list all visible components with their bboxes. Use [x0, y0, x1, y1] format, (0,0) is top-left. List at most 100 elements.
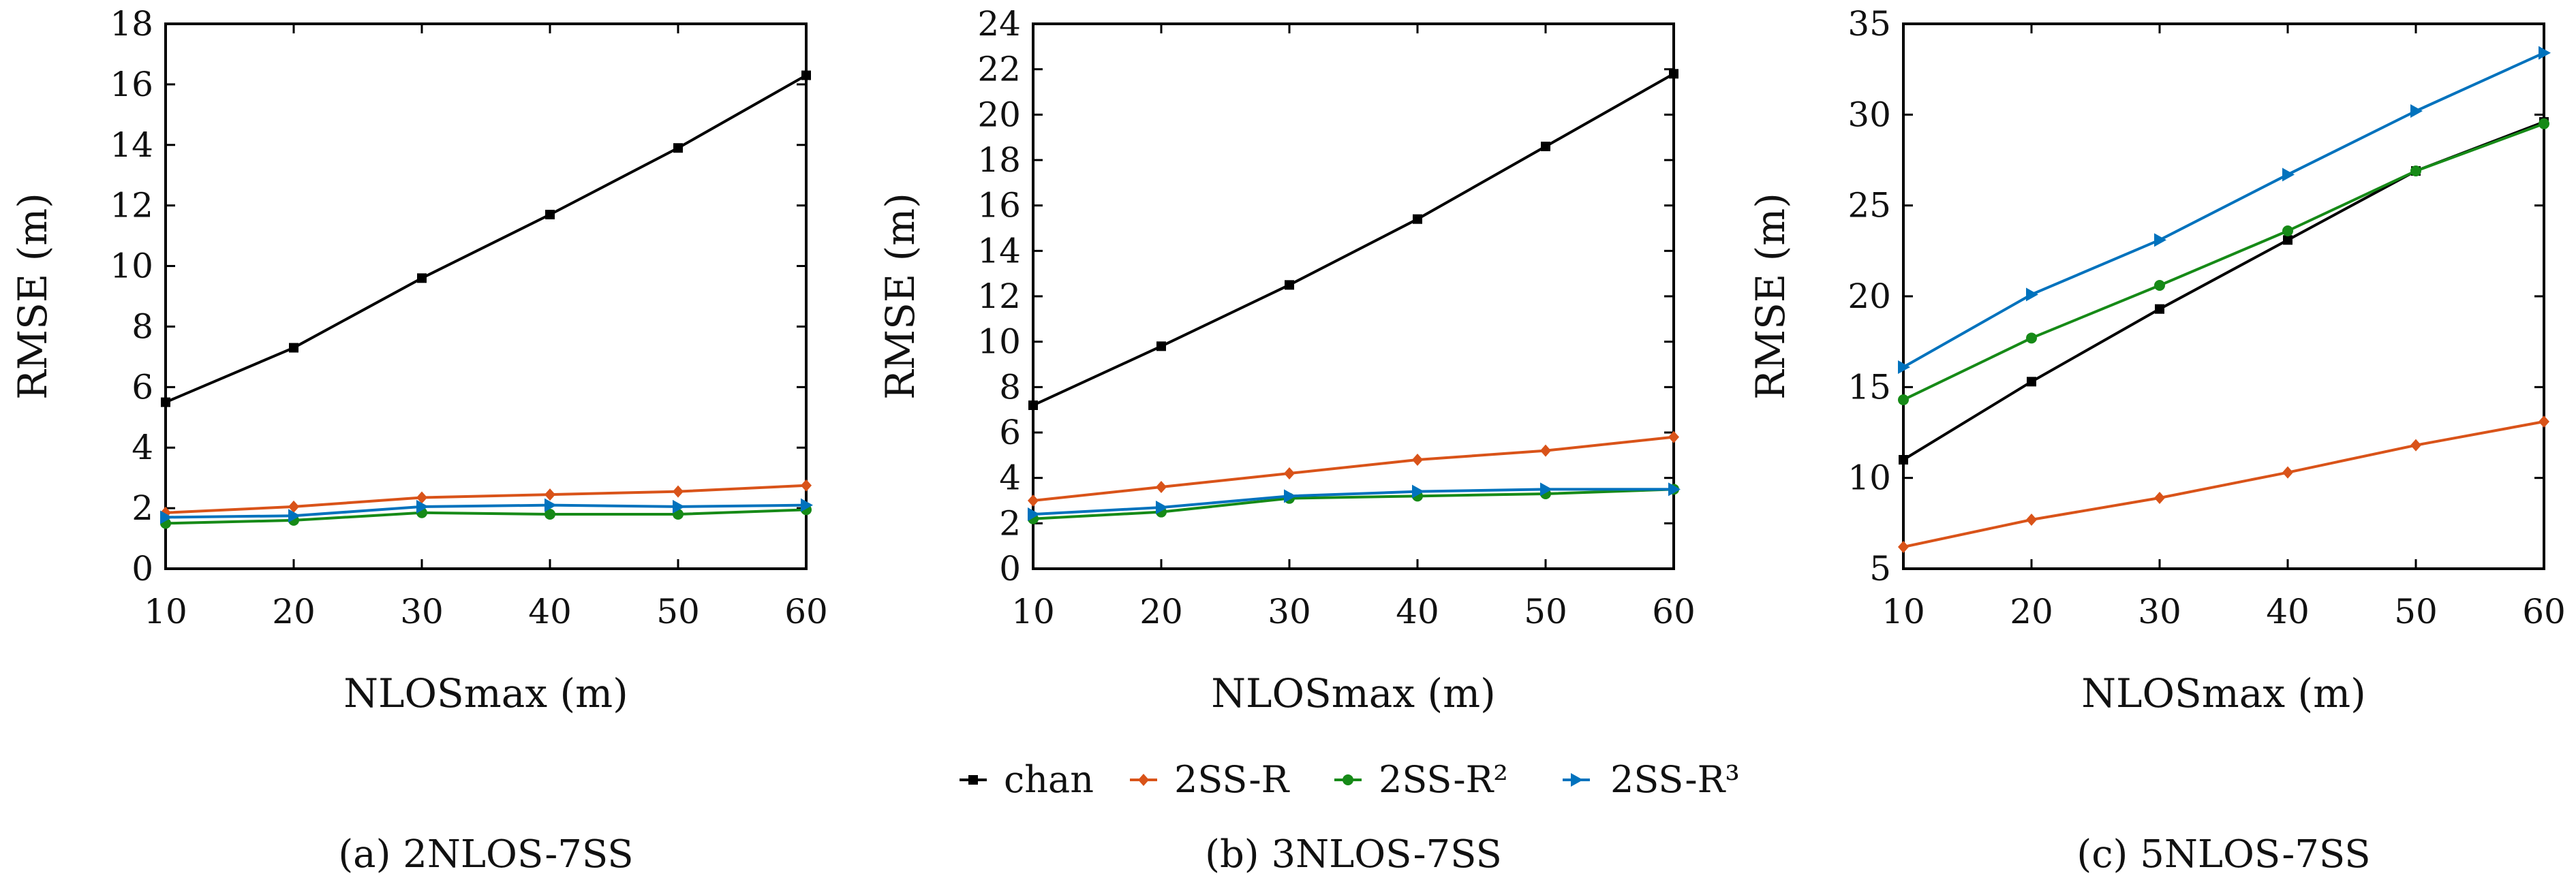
series-line-2ss-r3	[165, 503, 807, 519]
data-point-chan	[2283, 235, 2293, 245]
y-tick-label: 5	[1869, 549, 1891, 588]
panel-caption: (a) 2NLOS-7SS	[338, 832, 633, 877]
y-tick-label: 8	[999, 367, 1021, 407]
series-line-2ss-r	[1032, 435, 1674, 502]
legend-label-2ss-r3: 2SS-R³	[1610, 758, 1740, 801]
data-point-chan	[1413, 214, 1422, 224]
data-point-2ss-r2	[2026, 332, 2037, 344]
x-tick-label: 60	[1652, 592, 1696, 631]
x-tick-label: 40	[2266, 592, 2310, 631]
data-point-2ss-r	[545, 488, 555, 501]
x-tick-label: 20	[1139, 592, 1183, 631]
y-tick-label: 14	[977, 231, 1021, 270]
data-point-2ss-r2	[2539, 118, 2549, 129]
data-point-chan	[1899, 455, 1908, 465]
panel-caption: (b) 3NLOS-7SS	[1205, 832, 1502, 877]
series-line-2ss-r3	[1032, 488, 1674, 516]
legend-marker-square	[968, 775, 978, 785]
data-point-2ss-r3	[160, 510, 172, 524]
series-line-2ss-r2	[165, 508, 807, 525]
data-point-2ss-r	[288, 500, 299, 513]
legend-label-chan: chan	[1004, 758, 1094, 801]
series-line-2ss-r	[1903, 420, 2545, 548]
data-point-2ss-r3	[2282, 168, 2295, 182]
x-tick-label: 40	[1396, 592, 1439, 631]
x-tick-label: 10	[144, 592, 187, 631]
data-point-2ss-r3	[801, 498, 813, 512]
legend-item-2ss-r3: 2SS-R³	[1563, 758, 1740, 801]
data-point-2ss-r2	[2154, 280, 2165, 291]
legend-item-chan: chan	[960, 758, 1094, 801]
y-tick-label: 20	[977, 95, 1021, 134]
data-point-2ss-r	[416, 491, 427, 504]
y-tick-label: 20	[1847, 277, 1891, 316]
data-point-2ss-r3	[2154, 233, 2166, 247]
data-point-2ss-r3	[1412, 484, 1424, 499]
x-tick-label: 40	[528, 592, 572, 631]
data-point-2ss-r	[2282, 466, 2293, 479]
y-tick-label: 16	[110, 65, 153, 104]
y-tick-label: 4	[999, 458, 1021, 498]
y-tick-label: 6	[999, 413, 1021, 452]
y-tick-label: 14	[110, 125, 153, 165]
data-point-2ss-r2	[2410, 166, 2421, 176]
data-point-2ss-r3	[1028, 507, 1040, 521]
x-tick-label: 10	[1011, 592, 1055, 631]
y-tick-label: 0	[132, 549, 153, 588]
panel-caption: (c) 5NLOS-7SS	[2076, 832, 2370, 877]
y-tick-label: 8	[132, 307, 153, 346]
legend-label-2ss-r: 2SS-R	[1174, 758, 1290, 801]
data-point-chan	[801, 70, 811, 80]
legend-item-2ss-r2: 2SS-R²	[1334, 758, 1508, 801]
x-tick-label: 60	[2522, 592, 2566, 631]
y-tick-label: 0	[999, 549, 1021, 588]
y-axis-label: RMSE (m)	[1747, 193, 1794, 400]
data-point-2ss-r	[2026, 514, 2037, 526]
data-point-2ss-r3	[2410, 104, 2423, 118]
y-tick-label: 2	[999, 503, 1021, 543]
data-point-2ss-r	[1898, 541, 1909, 553]
data-point-2ss-r3	[1284, 489, 1296, 503]
data-point-2ss-r3	[2539, 46, 2551, 60]
legend-marker-diamond	[1138, 774, 1149, 786]
plot-frame	[164, 22, 808, 570]
x-tick-label: 20	[272, 592, 316, 631]
data-point-chan	[161, 397, 170, 407]
data-point-2ss-r	[801, 479, 812, 492]
y-tick-label: 15	[1847, 367, 1891, 407]
data-point-2ss-r2	[1898, 394, 1909, 405]
series-line-chan	[165, 74, 807, 404]
data-point-chan	[1156, 341, 1166, 351]
x-axis-label: NLOSmax (m)	[2081, 670, 2366, 717]
chart-panel-3: 5 10 15 20 25 30 35 10 20 30 40 50 60 NLOSmax (m) RMSE…	[1747, 4, 2566, 877]
data-point-2ss-r	[1156, 481, 1167, 493]
x-tick-label: 30	[400, 592, 444, 631]
y-tick-label: 30	[1847, 95, 1891, 134]
y-tick-label: 6	[132, 367, 153, 407]
data-point-chan	[1028, 400, 1038, 410]
data-point-2ss-r	[1540, 444, 1551, 457]
series-line-chan	[1032, 72, 1674, 407]
data-point-chan	[545, 210, 555, 219]
data-point-2ss-r3	[673, 499, 685, 514]
y-tick-label: 16	[977, 186, 1021, 225]
data-point-2ss-r3	[416, 499, 429, 514]
data-point-chan	[2027, 377, 2036, 387]
data-point-2ss-r3	[1156, 501, 1168, 514]
y-tick-label: 12	[977, 277, 1021, 316]
plot-frame	[1032, 22, 1675, 570]
data-point-2ss-r3	[1898, 360, 1910, 374]
legend-label-2ss-r2: 2SS-R²	[1379, 758, 1508, 801]
series-line-chan	[1902, 121, 2545, 461]
data-point-2ss-r	[1412, 454, 1423, 466]
x-axis-label: NLOSmax (m)	[1211, 670, 1496, 717]
y-tick-label: 4	[132, 428, 153, 467]
data-point-2ss-r2	[545, 509, 555, 520]
x-tick-label: 50	[1524, 592, 1567, 631]
data-point-2ss-r	[2410, 439, 2421, 452]
series-line-2ss-r	[165, 484, 807, 514]
y-axis-label: RMSE (m)	[10, 193, 56, 400]
